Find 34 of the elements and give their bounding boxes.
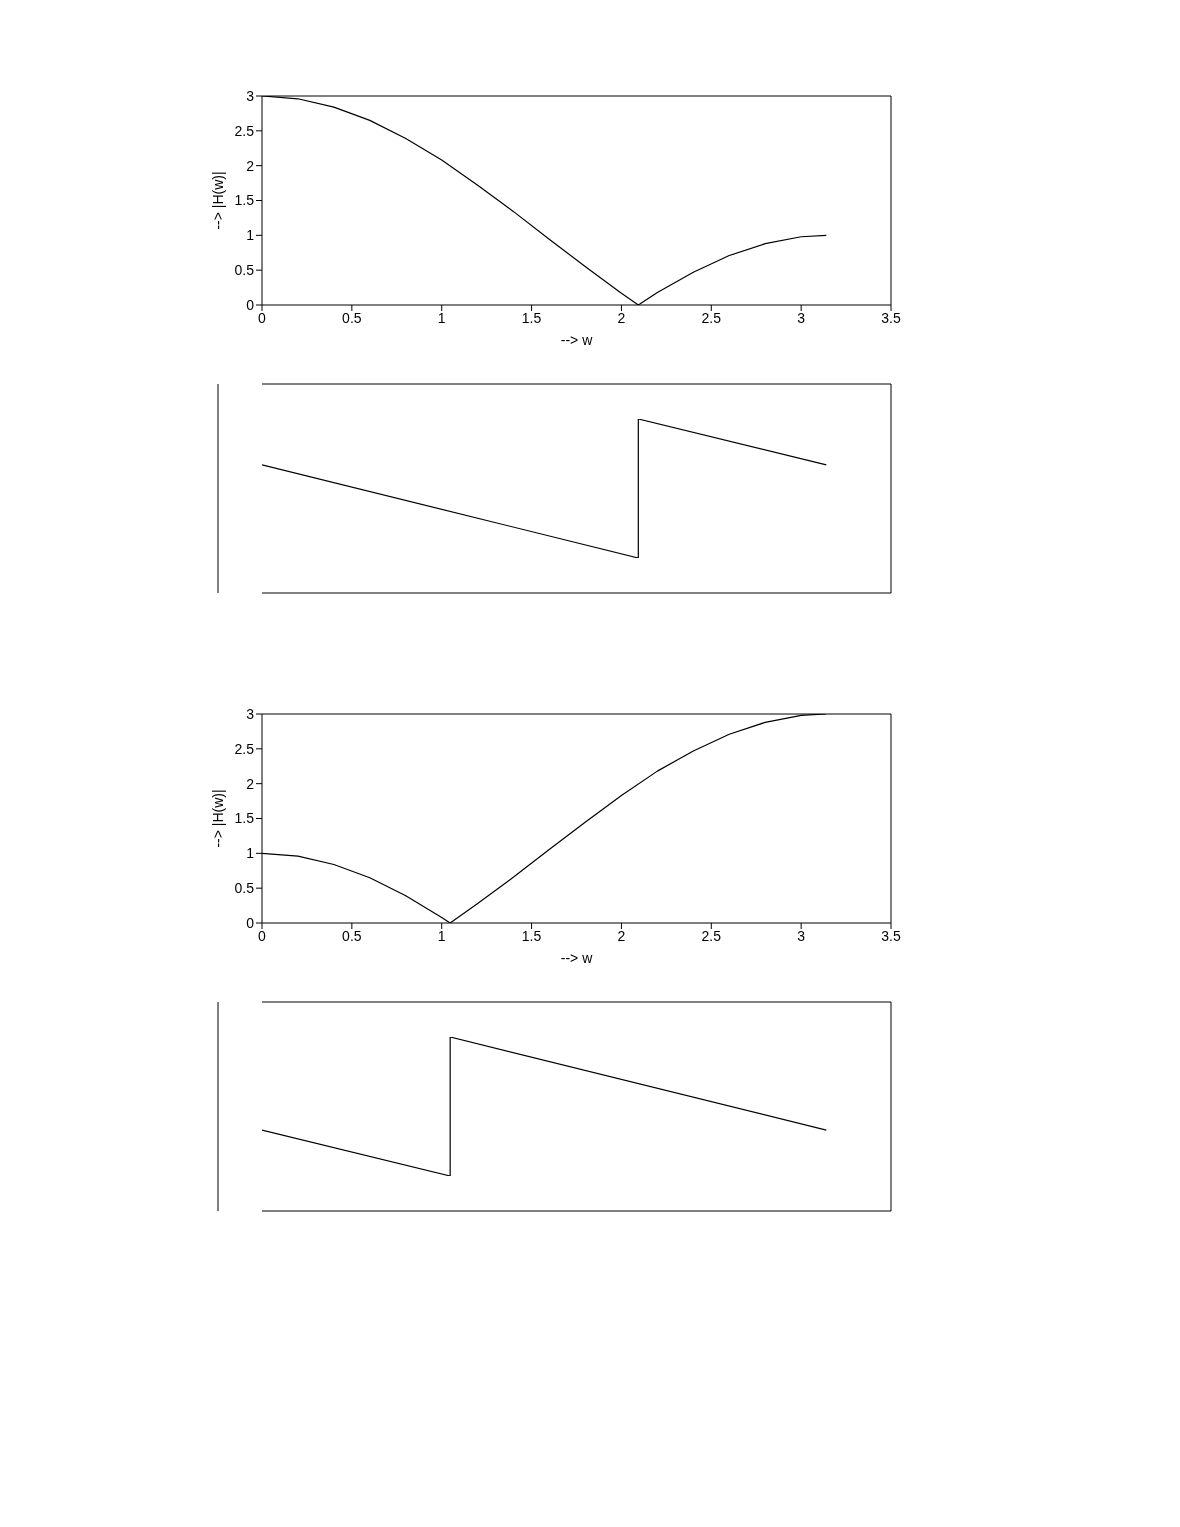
y-tick-label: 2 bbox=[246, 775, 255, 792]
y-tick-label: 1.5 bbox=[234, 810, 255, 827]
y-tick-label: 3 bbox=[246, 87, 255, 104]
x-tick-label: 2.5 bbox=[701, 309, 722, 326]
x-tick-label: 0 bbox=[258, 309, 267, 326]
y-tick-label: 0.5 bbox=[234, 262, 255, 279]
x-tick-label: 1.5 bbox=[521, 927, 542, 944]
y-axis-title: --> |H(w)| bbox=[209, 789, 226, 848]
x-tick-label: 3.5 bbox=[881, 927, 901, 944]
x-tick-label: 1.5 bbox=[521, 309, 542, 326]
x-tick-label: 2.5 bbox=[701, 927, 722, 944]
x-tick-label: 0.5 bbox=[342, 927, 362, 944]
x-tick-label: 2 bbox=[617, 309, 626, 326]
y-tick-label: 0 bbox=[246, 914, 255, 931]
y-tick-label: 1 bbox=[246, 845, 255, 862]
x-tick-label: 3.5 bbox=[881, 309, 901, 326]
y-tick-label: 3 bbox=[246, 705, 255, 722]
x-axis-title: --> w bbox=[560, 950, 594, 966]
x-tick-label: 0.5 bbox=[342, 309, 362, 326]
x-axis-title: --> w bbox=[560, 332, 594, 348]
y-tick-label: 2.5 bbox=[234, 740, 255, 757]
x-tick-label: 3 bbox=[797, 309, 806, 326]
x-tick-label: 3 bbox=[797, 927, 806, 944]
x-tick-label: 1 bbox=[437, 309, 446, 326]
y-tick-label: 1 bbox=[246, 227, 255, 244]
x-tick-label: 0 bbox=[258, 927, 267, 944]
y-axis-title: --> |H(w)| bbox=[209, 171, 226, 230]
x-tick-label: 1 bbox=[437, 927, 446, 944]
y-tick-label: 0 bbox=[246, 296, 255, 313]
y-tick-label: 2 bbox=[246, 157, 255, 174]
x-tick-label: 2 bbox=[617, 927, 626, 944]
y-tick-label: 1.5 bbox=[234, 192, 255, 209]
y-tick-label: 2.5 bbox=[234, 122, 255, 139]
y-tick-label: 0.5 bbox=[234, 880, 255, 897]
